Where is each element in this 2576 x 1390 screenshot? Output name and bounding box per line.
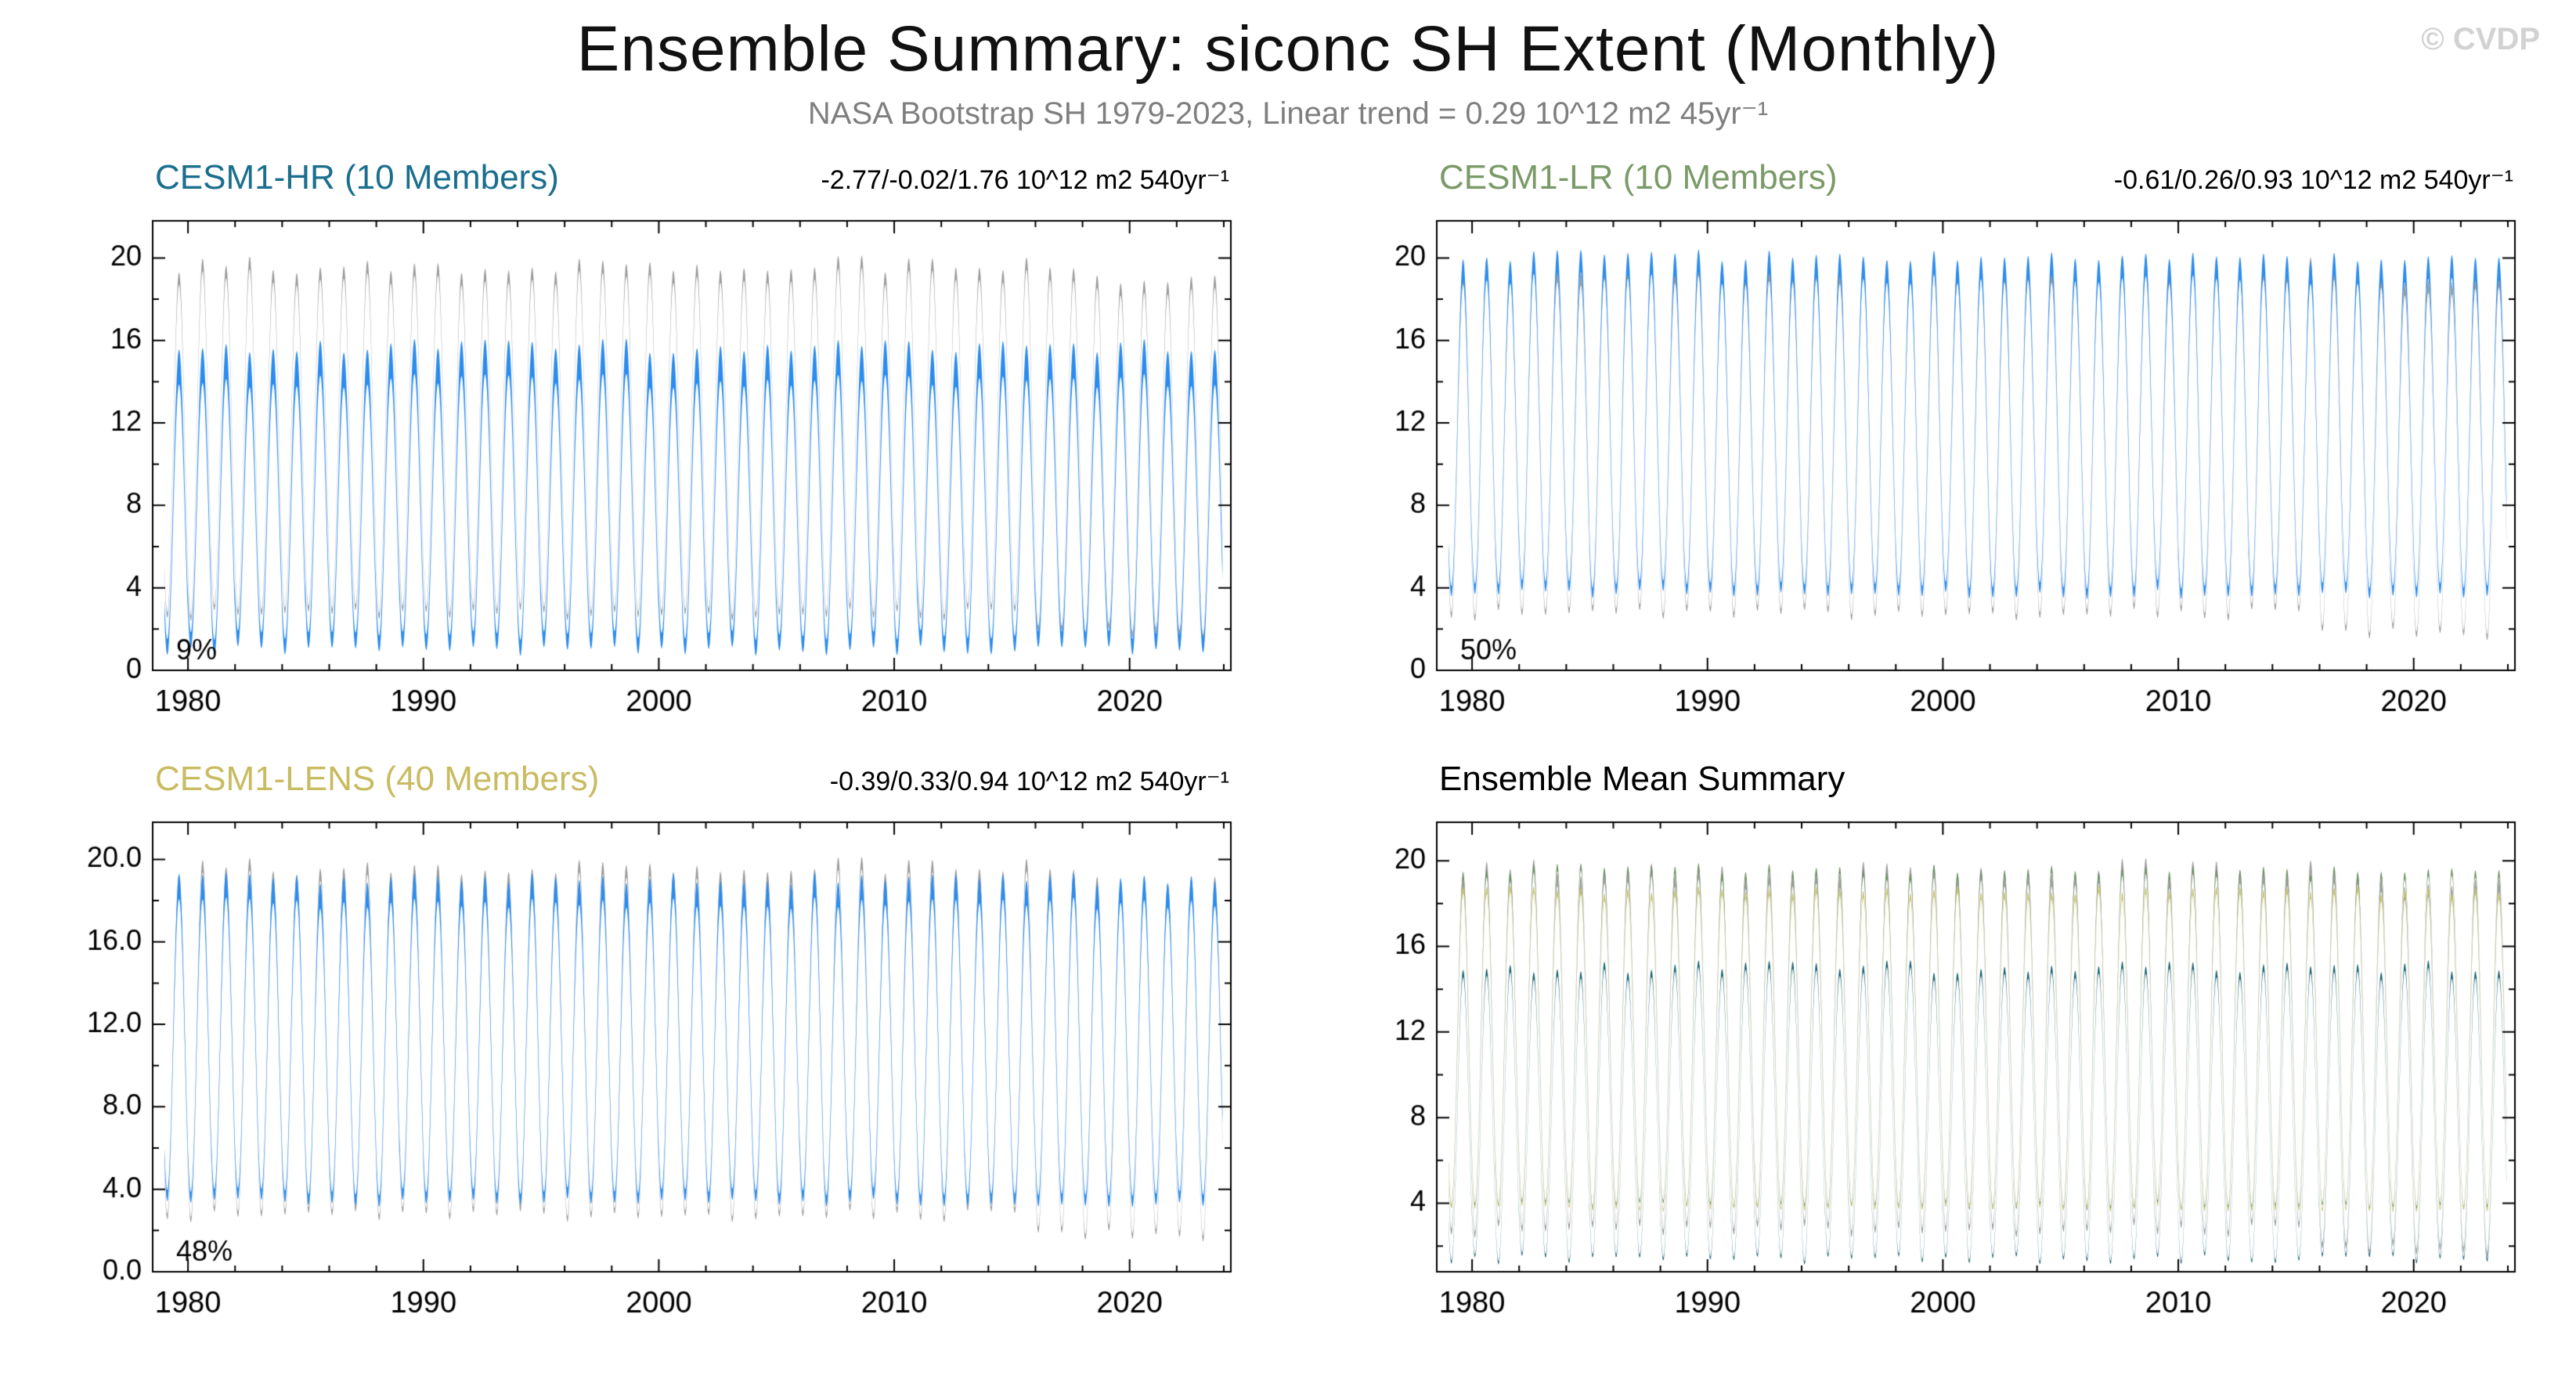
panel-cesm1-lens-trend: -0.39/0.33/0.94 10^12 m2 540yr⁻¹: [829, 767, 1229, 796]
page-subtitle: NASA Bootstrap SH 1979-2023, Linear tren…: [807, 96, 1769, 131]
panel-cesm1-lens-title: CESM1-LENS (40 Members): [155, 760, 600, 798]
panel-cesm1-lr-header: CESM1-LR (10 Members) -0.61/0.26/0.93 10…: [1347, 158, 2529, 210]
panel-ensemble-mean-chart: [1347, 811, 2529, 1344]
panel-cesm1-hr-chart: [63, 210, 1245, 742]
page-title: Ensemble Summary: siconc SH Extent (Mont…: [576, 13, 2000, 85]
panel-cesm1-hr-header: CESM1-HR (10 Members) -2.77/-0.02/1.76 1…: [63, 158, 1245, 210]
page-header: Ensemble Summary: siconc SH Extent (Mont…: [0, 0, 2576, 132]
panel-ensemble-mean: Ensemble Mean Summary: [1347, 760, 2529, 1344]
panels-grid: CESM1-HR (10 Members) -2.77/-0.02/1.76 1…: [0, 132, 2576, 1344]
panel-ensemble-mean-title: Ensemble Mean Summary: [1439, 760, 1845, 798]
panel-cesm1-lens-chart: [63, 811, 1245, 1344]
panel-cesm1-lens-header: CESM1-LENS (40 Members) -0.39/0.33/0.94 …: [63, 760, 1245, 811]
panel-cesm1-lr-title: CESM1-LR (10 Members): [1439, 158, 1838, 197]
panel-cesm1-hr-trend: -2.77/-0.02/1.76 10^12 m2 540yr⁻¹: [821, 165, 1229, 195]
panel-cesm1-lens: CESM1-LENS (40 Members) -0.39/0.33/0.94 …: [63, 760, 1245, 1344]
panel-cesm1-lr: CESM1-LR (10 Members) -0.61/0.26/0.93 10…: [1347, 158, 2529, 742]
panel-cesm1-hr-title: CESM1-HR (10 Members): [155, 158, 559, 197]
cvdp-watermark: © CVDP: [2421, 22, 2540, 56]
panel-cesm1-lr-trend: -0.61/0.26/0.93 10^12 m2 540yr⁻¹: [2113, 165, 2513, 195]
panel-cesm1-hr: CESM1-HR (10 Members) -2.77/-0.02/1.76 1…: [63, 158, 1245, 742]
panel-cesm1-lr-chart: [1347, 210, 2529, 742]
panel-ensemble-mean-header: Ensemble Mean Summary: [1347, 760, 2529, 811]
